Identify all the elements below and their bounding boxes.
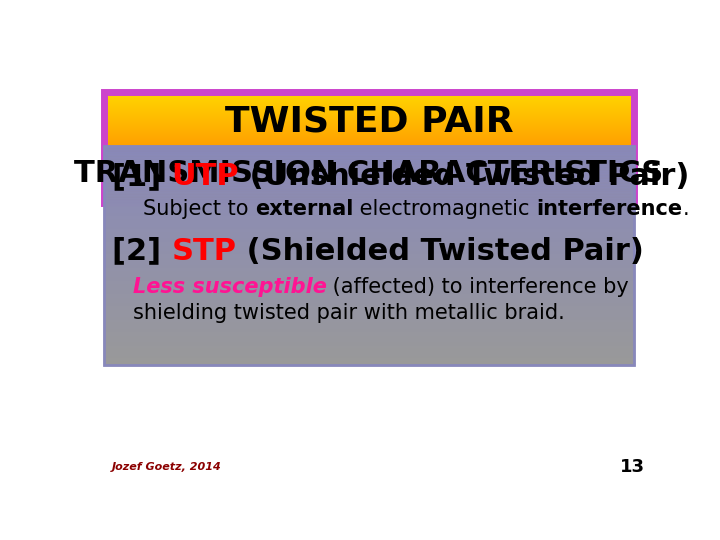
Text: (Shielded Twisted Pair): (Shielded Twisted Pair): [236, 237, 644, 266]
Text: UTP: UTP: [171, 162, 239, 191]
Text: (affected) to interference by: (affected) to interference by: [326, 276, 629, 296]
Text: interference: interference: [536, 199, 683, 219]
Text: shielding twisted pair with metallic braid.: shielding twisted pair with metallic bra…: [132, 303, 564, 323]
Text: electromagnetic: electromagnetic: [354, 199, 536, 219]
Text: STP: STP: [171, 237, 236, 266]
Text: .: .: [683, 199, 689, 219]
Text: 13: 13: [620, 458, 645, 476]
Text: external: external: [255, 199, 354, 219]
Text: Subject to: Subject to: [143, 199, 255, 219]
Text: [2]: [2]: [112, 237, 171, 266]
Text: TRANSMISSION CHARACTERISTICS: TRANSMISSION CHARACTERISTICS: [74, 159, 664, 188]
Text: TWISTED PAIR: TWISTED PAIR: [225, 105, 513, 139]
Text: Less susceptible: Less susceptible: [132, 276, 326, 296]
Text: (Unshielded Twisted Pair): (Unshielded Twisted Pair): [239, 162, 690, 191]
Text: [1]: [1]: [112, 162, 171, 191]
Text: Jozef Goetz, 2014: Jozef Goetz, 2014: [112, 462, 222, 472]
